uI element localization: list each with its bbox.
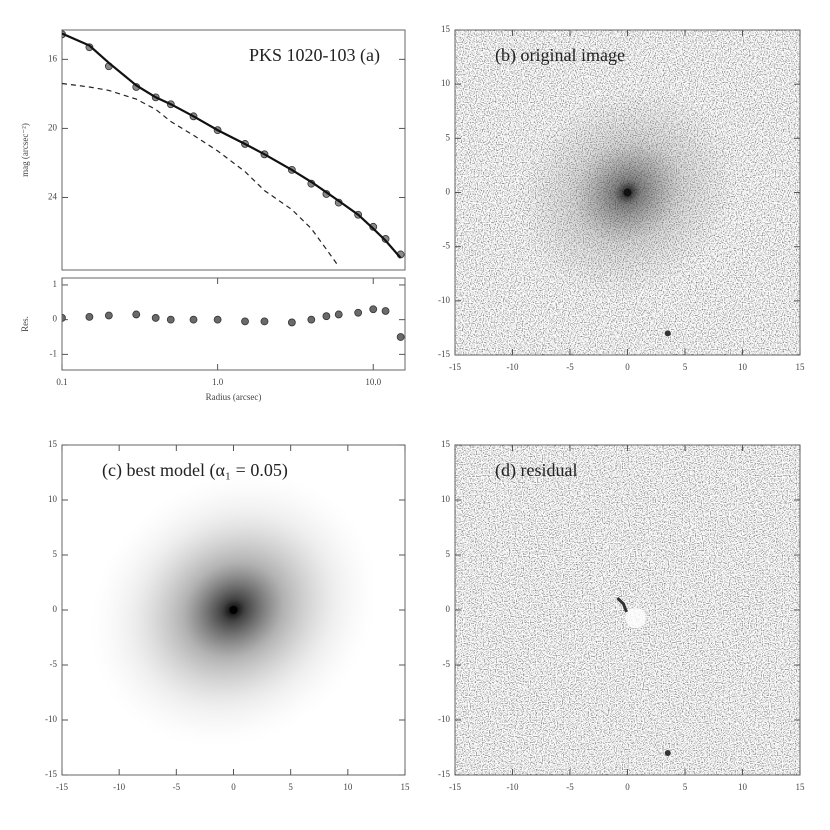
data-point xyxy=(62,314,66,322)
y-tick-label: -5 xyxy=(50,659,58,669)
data-point xyxy=(189,315,198,324)
x-tick-label: 5 xyxy=(683,782,688,792)
y-tick-label: 10 xyxy=(441,494,451,504)
panel-title: PKS 1020-103 (a) xyxy=(249,45,380,66)
y-tick-label: -1 xyxy=(50,348,58,358)
star xyxy=(664,330,671,337)
y-axis-label: mag (arcsec⁻²) xyxy=(20,123,30,177)
data-point xyxy=(381,307,390,315)
x-tick-label: -10 xyxy=(507,362,519,372)
y-tick-label: 5 xyxy=(446,132,451,142)
data-point xyxy=(381,235,390,243)
data-point xyxy=(369,305,378,314)
y-tick-label: 10 xyxy=(48,494,58,504)
data-point xyxy=(241,317,249,326)
noise xyxy=(455,445,800,775)
y-tick-label: -5 xyxy=(443,241,451,251)
data-point xyxy=(396,333,405,341)
x-tick-label: 0 xyxy=(231,782,236,792)
x-tick-label: -10 xyxy=(507,782,519,792)
x-tick-label: 10.0 xyxy=(365,377,381,387)
star xyxy=(664,750,671,756)
x-tick-label: 0 xyxy=(625,782,630,792)
panel: 0.1 1.0 10.0 1 0 -1 Res. Radius (arcsec) xyxy=(20,277,406,402)
y-tick-label: -10 xyxy=(438,714,450,724)
data-point xyxy=(213,315,222,324)
residual-feature xyxy=(616,596,628,613)
data-point xyxy=(334,310,343,319)
x-tick-label: 10 xyxy=(738,782,748,792)
x-tick-label: 10 xyxy=(738,362,748,372)
y-tick-label: 10 xyxy=(441,78,451,88)
x-tick-label: 5 xyxy=(288,782,293,792)
x-tick-label: -15 xyxy=(449,782,461,792)
y-tick-label: 24 xyxy=(48,192,58,202)
y-tick-label: 0 xyxy=(446,604,451,614)
y-tick-label: 15 xyxy=(441,24,451,34)
y-tick-label: 5 xyxy=(446,549,451,559)
x-tick-label: -5 xyxy=(566,782,574,792)
y-tick-label: 0 xyxy=(53,604,58,614)
data-point xyxy=(132,310,141,319)
x-tick-label: 10 xyxy=(343,782,353,792)
panel-title: (c) best model (α₁ = 0.05) xyxy=(102,460,288,481)
y-tick-label: -15 xyxy=(438,769,450,779)
panel: 16 20 24 PKS 1020-103 (a) mag (arcsec⁻²) xyxy=(20,29,406,271)
y-tick-label: 15 xyxy=(441,439,451,449)
panel-title: (b) original image xyxy=(495,45,625,66)
y-tick-label: -15 xyxy=(45,769,57,779)
y-tick-label: 16 xyxy=(48,53,58,63)
data-point xyxy=(322,312,331,321)
panel: (d) residual -15 -10 -5 0 5 10 15 -15 -10 -5 0 5 10 15 xyxy=(438,439,805,792)
data-point xyxy=(85,312,94,321)
y-tick-label: 1 xyxy=(53,279,58,289)
y-tick-label: 0 xyxy=(446,187,451,197)
x-tick-label: -15 xyxy=(449,362,461,372)
data-point xyxy=(166,315,175,324)
data-point xyxy=(260,317,269,326)
profile-line xyxy=(62,32,402,259)
data-point xyxy=(287,318,296,327)
x-tick-label: 15 xyxy=(796,782,806,792)
hole xyxy=(625,608,646,628)
y-tick-label: -5 xyxy=(443,659,451,669)
x-tick-label: -5 xyxy=(173,782,181,792)
data-point xyxy=(354,308,363,317)
y-tick-label: -15 xyxy=(438,349,450,359)
data-point xyxy=(307,315,316,324)
data-point xyxy=(151,314,160,322)
x-axis-label: Radius (arcsec) xyxy=(206,392,262,402)
x-tick-label: -15 xyxy=(56,782,68,792)
data-point xyxy=(104,311,113,320)
y-tick-label: -10 xyxy=(45,714,57,724)
x-tick-label: 1.0 xyxy=(212,377,224,387)
y-tick-label: 15 xyxy=(48,439,58,449)
x-tick-label: -5 xyxy=(566,362,574,372)
frame xyxy=(61,29,406,271)
x-tick-label: 5 xyxy=(683,362,688,372)
y-tick-label: 0 xyxy=(53,314,58,324)
x-tick-label: 0 xyxy=(625,362,630,372)
x-tick-label: 0.1 xyxy=(56,377,67,387)
panel: (c) best model (α₁ = 0.05) -15 -10 -5 0 5 10 15… xyxy=(45,439,411,792)
y-tick-label: 20 xyxy=(48,122,58,132)
panel-title: (d) residual xyxy=(495,460,577,481)
x-tick-label: -10 xyxy=(113,782,125,792)
frame xyxy=(61,277,406,371)
y-tick-label: 5 xyxy=(53,549,58,559)
x-tick-label: 15 xyxy=(796,362,806,372)
y-tick-label: -10 xyxy=(438,295,450,305)
panel: (b) original image -15 -10 -5 0 5 10 15 -15 -10 -5… xyxy=(438,24,805,372)
nucleus xyxy=(229,606,238,614)
profile-line xyxy=(62,82,340,267)
nucleus xyxy=(623,188,632,197)
y-axis-label: Res. xyxy=(20,316,30,332)
x-tick-label: 15 xyxy=(401,782,411,792)
